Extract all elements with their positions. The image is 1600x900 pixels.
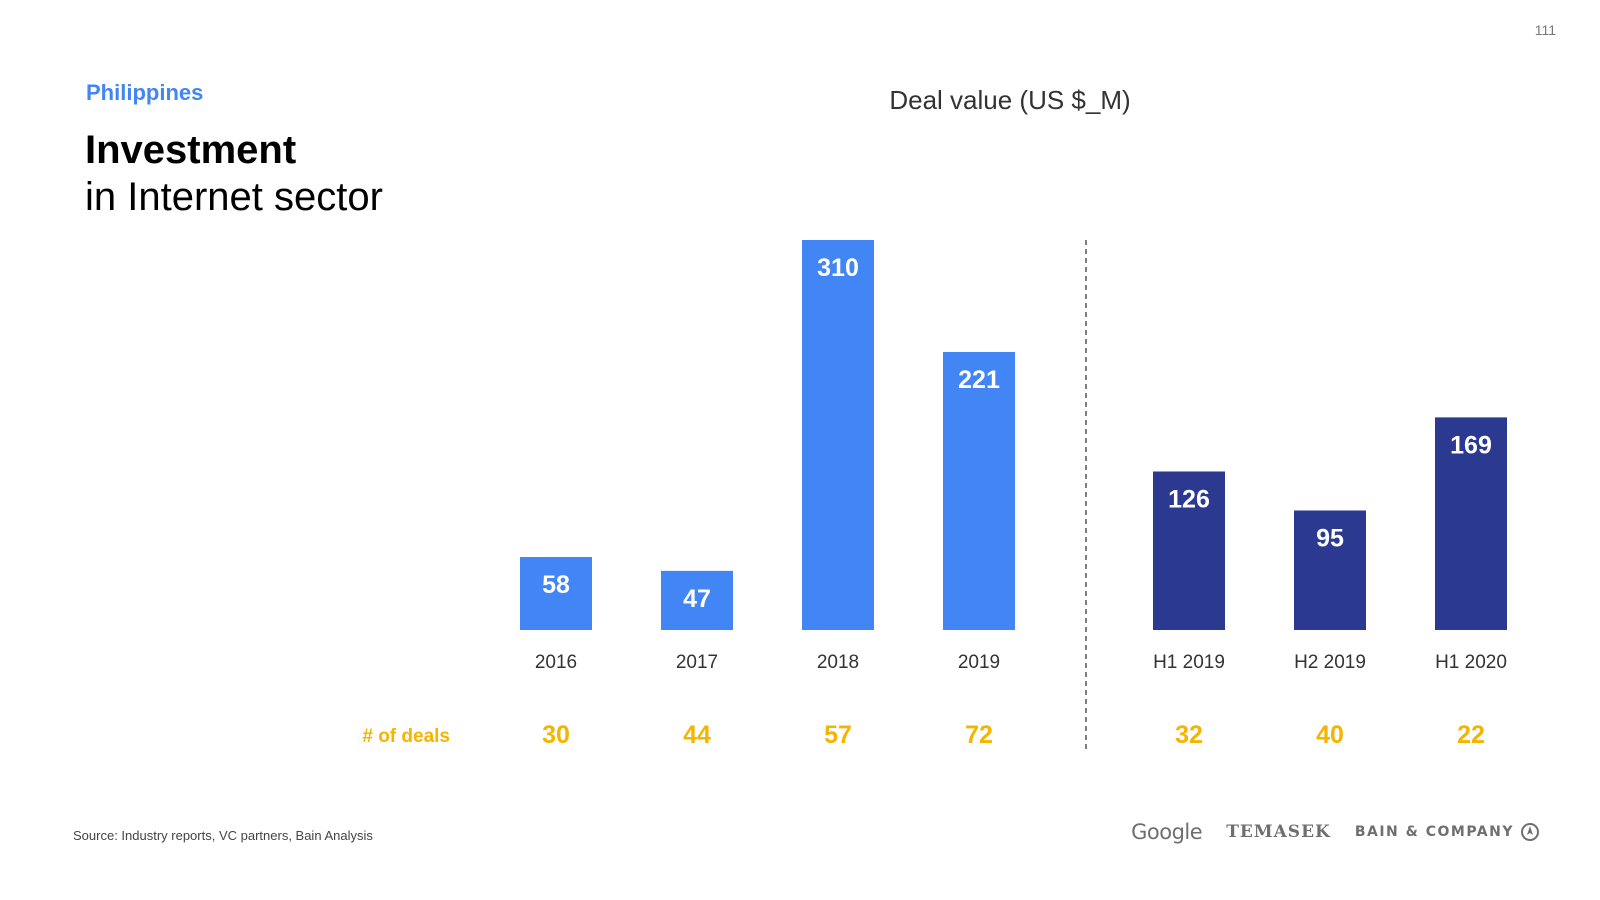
bar-value-label-5: 95	[1316, 524, 1344, 552]
bar-5	[1294, 510, 1366, 630]
bar-value-label-6: 169	[1450, 431, 1492, 459]
page-number: 111	[1534, 22, 1556, 38]
region-label: Philippines	[86, 80, 204, 105]
partner-logos: Google TEMASEK BAIN & COMPANY	[1131, 820, 1540, 844]
page-title: Investment	[85, 128, 297, 172]
category-label-4: H1 2019	[1153, 652, 1225, 673]
deals-value-5: 40	[1316, 721, 1344, 749]
deals-value-2: 57	[824, 721, 852, 749]
deals-value-4: 32	[1175, 721, 1203, 749]
bar-3	[943, 351, 1015, 630]
category-label-2: 2018	[817, 652, 859, 673]
page-subtitle: in Internet sector	[85, 175, 383, 219]
bar-value-label-3: 221	[958, 366, 1000, 394]
bar-6	[1435, 417, 1507, 630]
bain-compass-icon	[1521, 823, 1539, 841]
bar-0	[520, 557, 592, 630]
bain-logo: BAIN & COMPANY	[1355, 822, 1540, 842]
bain-logo-text: BAIN & COMPANY	[1354, 824, 1514, 840]
deals-value-3: 72	[965, 721, 993, 749]
bar-value-label-2: 310	[817, 254, 859, 282]
deals-row-label: # of deals	[362, 726, 450, 747]
bar-value-label-1: 47	[683, 585, 711, 613]
category-label-0: 2016	[535, 652, 577, 673]
bar-4	[1153, 471, 1225, 630]
chart-title: Deal value (US $_M)	[889, 85, 1131, 115]
bar-2	[802, 240, 874, 630]
bar-value-label-4: 126	[1168, 485, 1210, 513]
deals-value-1: 44	[683, 721, 711, 749]
bar-1	[661, 570, 733, 630]
google-logo: Google	[1131, 820, 1203, 844]
category-label-5: H2 2019	[1294, 652, 1366, 673]
category-label-6: H1 2020	[1435, 652, 1507, 673]
source-note: Source: Industry reports, VC partners, B…	[73, 828, 373, 843]
deals-value-0: 30	[542, 721, 570, 749]
category-label-1: 2017	[676, 652, 718, 673]
temasek-logo: TEMASEK	[1226, 822, 1331, 842]
category-label-3: 2019	[958, 652, 1000, 673]
deals-value-6: 22	[1457, 721, 1485, 749]
bar-value-label-0: 58	[542, 571, 570, 599]
